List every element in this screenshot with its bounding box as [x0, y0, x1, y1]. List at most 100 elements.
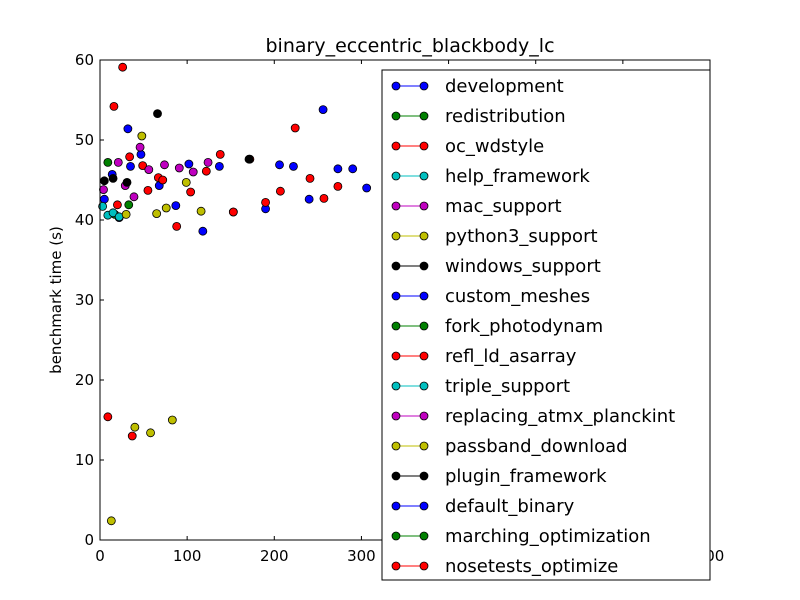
data-point	[138, 161, 148, 171]
data-point	[103, 412, 113, 422]
legend-entry: fork_photodynam	[391, 316, 603, 337]
legend-entry: triple_support	[391, 376, 570, 397]
data-point	[99, 176, 109, 186]
data-point	[161, 203, 171, 213]
legend-marker	[391, 471, 401, 481]
legend-marker	[391, 171, 401, 181]
chart-title: binary_eccentric_blackbody_lc	[265, 35, 554, 57]
legend-label: custom_meshes	[445, 286, 590, 307]
y-tick-label: 20	[75, 371, 94, 389]
data-point	[333, 164, 343, 174]
legend-label: default_binary	[445, 496, 575, 517]
data-point	[152, 209, 162, 219]
x-tick-label: 300	[347, 547, 376, 565]
data-point	[201, 166, 211, 176]
data-point	[333, 181, 343, 191]
legend-marker	[419, 171, 429, 181]
legend-entry: python3_support	[391, 226, 598, 247]
legend-label: nosetests_optimize	[445, 556, 618, 577]
data-point	[275, 186, 285, 196]
data-point	[174, 163, 184, 173]
data-point	[304, 194, 314, 204]
legend-label: refl_ld_asarray	[445, 346, 577, 367]
x-tick-label: 200	[260, 547, 289, 565]
y-axis-label: benchmark time (s)	[47, 226, 65, 374]
legend-marker	[391, 111, 401, 121]
data-point	[135, 142, 145, 152]
legend-marker	[419, 531, 429, 541]
legend-marker	[391, 81, 401, 91]
data-point	[181, 177, 191, 187]
data-point	[109, 102, 119, 111]
legend-marker	[391, 411, 401, 421]
legend-marker	[391, 201, 401, 211]
data-point	[172, 221, 182, 231]
data-point	[184, 159, 194, 169]
legend-entry: mac_support	[391, 196, 562, 217]
legend-marker	[391, 291, 401, 301]
legend-marker	[419, 291, 429, 301]
data-point	[98, 201, 108, 211]
data-point	[305, 173, 315, 183]
legend-label: development	[445, 76, 564, 97]
data-point	[188, 167, 198, 177]
legend-marker	[419, 111, 429, 121]
legend-entry: development	[391, 76, 564, 97]
legend-marker	[419, 261, 429, 271]
data-point	[113, 200, 122, 210]
x-tick-label: 0	[95, 547, 105, 565]
data-point	[158, 175, 168, 185]
legend-label: triple_support	[445, 376, 570, 397]
legend-label: windows_support	[445, 256, 601, 277]
series-windows-support	[99, 109, 254, 187]
data-point	[198, 226, 208, 236]
y-tick-label: 10	[75, 451, 94, 469]
data-point	[290, 123, 300, 133]
y-tick-label: 40	[75, 211, 94, 229]
legend-label: python3_support	[445, 226, 598, 247]
legend-marker	[391, 441, 401, 451]
legend-marker	[419, 471, 429, 481]
data-point	[121, 209, 131, 219]
data-point	[167, 415, 177, 425]
data-point	[318, 105, 328, 114]
legend-label: mac_support	[445, 196, 562, 217]
series-mac-support	[99, 142, 213, 202]
legend-marker	[391, 561, 401, 571]
x-tick-label: 100	[173, 547, 202, 565]
legend-marker	[391, 321, 401, 331]
legend-marker	[391, 531, 401, 541]
data-point	[203, 157, 213, 167]
legend-marker	[419, 351, 429, 361]
data-point	[228, 207, 238, 217]
legend-marker	[419, 231, 429, 241]
y-tick-label: 30	[75, 291, 94, 309]
legend-label: redistribution	[445, 106, 566, 127]
legend-entry: custom_meshes	[391, 286, 590, 307]
data-point	[196, 206, 206, 216]
legend-label: help_framework	[445, 166, 590, 187]
data-point	[108, 208, 118, 218]
data-point	[319, 193, 329, 203]
data-point	[160, 160, 169, 170]
data-point	[136, 149, 146, 159]
legend-entry: passband_download	[391, 436, 628, 457]
y-tick-label: 60	[75, 51, 94, 69]
legend-entry: marching_optimization	[391, 526, 651, 547]
series-oc-wdstyle	[103, 62, 343, 441]
data-point	[108, 173, 118, 183]
data-point	[186, 187, 196, 197]
legend-entry: redistribution	[391, 106, 566, 127]
legend-label: replacing_atmx_planckint	[445, 406, 675, 427]
legend-marker	[391, 501, 401, 511]
data-point	[103, 157, 113, 167]
legend-label: plugin_framework	[445, 466, 607, 487]
legend-label: fork_photodynam	[445, 316, 603, 337]
legend-marker	[391, 351, 401, 361]
data-point	[126, 161, 135, 171]
legend-label: passband_download	[445, 436, 628, 457]
data-point	[244, 154, 254, 164]
legend-box	[381, 69, 711, 581]
series-python3-support	[106, 131, 206, 526]
